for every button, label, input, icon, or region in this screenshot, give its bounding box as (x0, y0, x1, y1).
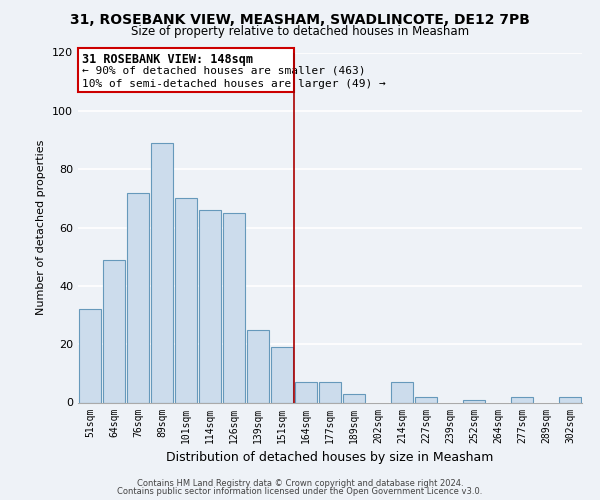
Bar (175, 198, 197, 402)
Text: Contains HM Land Registry data © Crown copyright and database right 2024.: Contains HM Land Registry data © Crown c… (137, 478, 463, 488)
Bar (295, 382, 317, 402)
Bar (343, 394, 365, 402)
Bar (103, 260, 125, 402)
Text: 31 ROSEBANK VIEW: 148sqm: 31 ROSEBANK VIEW: 148sqm (82, 52, 253, 66)
Text: Size of property relative to detached houses in Measham: Size of property relative to detached ho… (131, 25, 469, 38)
Bar (271, 347, 293, 403)
Text: ← 90% of detached houses are smaller (463): ← 90% of detached houses are smaller (46… (82, 66, 365, 76)
Y-axis label: Number of detached properties: Number of detached properties (37, 140, 46, 315)
FancyBboxPatch shape (79, 48, 294, 92)
Bar (559, 396, 581, 402)
Bar (127, 192, 149, 402)
Bar (79, 309, 101, 402)
Bar (223, 213, 245, 402)
Bar (199, 210, 221, 402)
Bar (415, 396, 437, 402)
Bar (511, 396, 533, 402)
Bar (391, 382, 413, 402)
Bar (319, 382, 341, 402)
Text: 10% of semi-detached houses are larger (49) →: 10% of semi-detached houses are larger (… (82, 78, 386, 89)
X-axis label: Distribution of detached houses by size in Measham: Distribution of detached houses by size … (166, 451, 494, 464)
Text: Contains public sector information licensed under the Open Government Licence v3: Contains public sector information licen… (118, 487, 482, 496)
Bar (247, 330, 269, 402)
Bar (151, 143, 173, 403)
Text: 31, ROSEBANK VIEW, MEASHAM, SWADLINCOTE, DE12 7PB: 31, ROSEBANK VIEW, MEASHAM, SWADLINCOTE,… (70, 12, 530, 26)
Bar (463, 400, 485, 402)
